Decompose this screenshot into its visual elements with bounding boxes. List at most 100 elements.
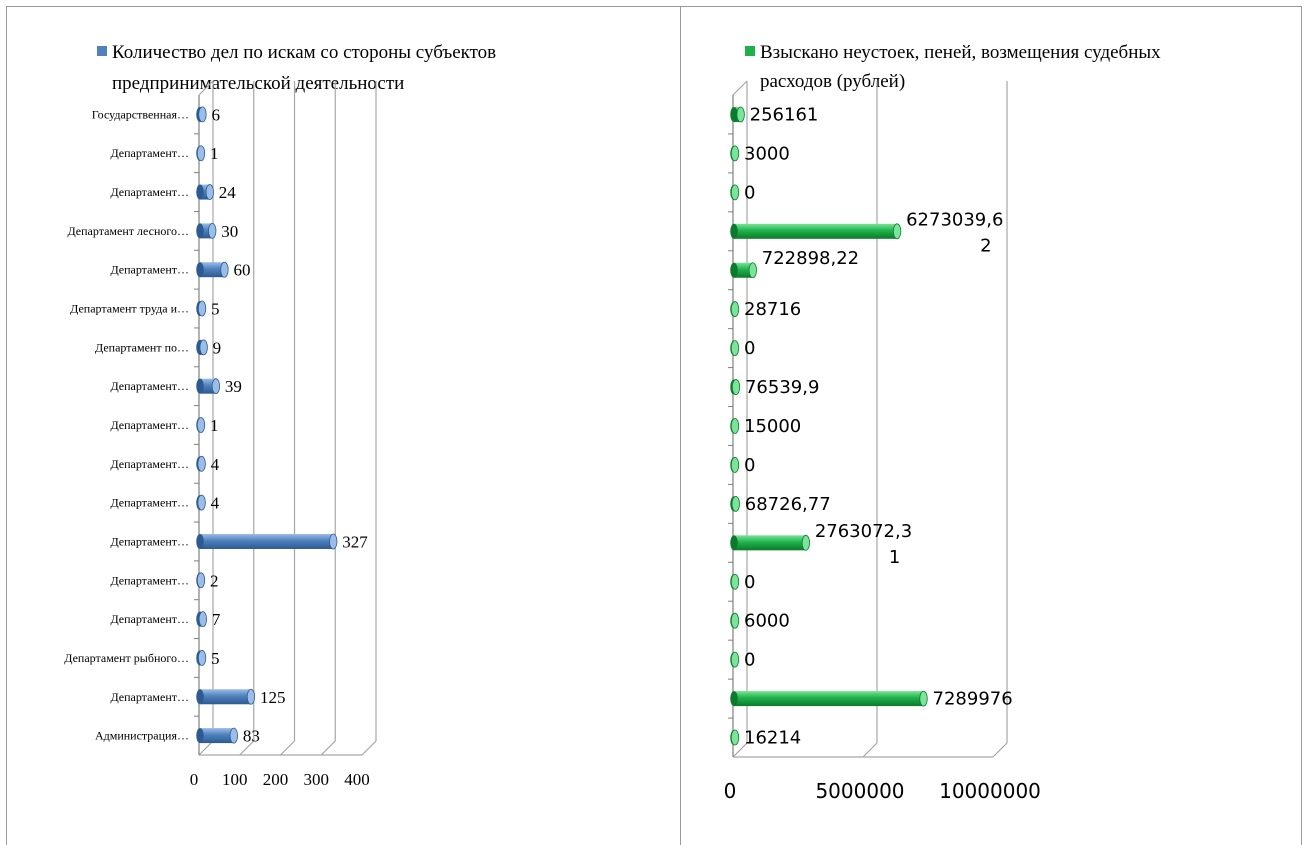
right-legend-label: Взыскано неустоек, пеней, возмещения суд… — [760, 42, 1165, 92]
bar — [196, 572, 206, 589]
bar — [730, 418, 740, 434]
bar-end-cap — [246, 688, 256, 705]
right-plot-area: 0 5000000 10000000 16214 7289976 0 6000 0 276307… — [724, 80, 1041, 803]
bar-end-cap — [208, 222, 217, 239]
data-label-line: 722898,22 — [762, 248, 859, 269]
bar-end-cap — [730, 573, 740, 590]
y-category-label: Департамент… — [110, 534, 189, 548]
bar-end-cap — [199, 339, 208, 356]
floor-gridline — [361, 740, 377, 756]
bar — [730, 457, 740, 473]
floor-gridline — [239, 740, 255, 756]
bar-left-cap — [196, 378, 204, 394]
data-label-line: 1 — [889, 547, 900, 568]
bar-left-cap — [730, 262, 738, 278]
bar-end-cap — [730, 301, 740, 318]
bar-end-cap — [730, 651, 740, 668]
data-label: 0 — [744, 650, 755, 671]
bar-body — [200, 184, 210, 200]
data-label: 256161 — [750, 104, 819, 125]
y-category-label: Департамент… — [110, 185, 189, 199]
x-tick-label: 100 — [222, 770, 248, 789]
bar — [196, 300, 207, 317]
data-label: 5 — [211, 300, 220, 319]
bar — [196, 455, 206, 472]
data-label: 6273039,6 2 — [906, 209, 1003, 256]
bar-left-cap — [196, 728, 204, 744]
bar — [196, 611, 208, 628]
left-legend-line-1: Количество дел по искам со стороны субъе… — [112, 42, 496, 63]
floor-gridline — [732, 742, 748, 758]
bar — [196, 261, 229, 278]
bar — [730, 651, 740, 668]
bar — [730, 340, 740, 357]
data-label: 3000 — [744, 143, 790, 164]
y-category-label: Департамент… — [110, 379, 189, 393]
x-tick-label: 0 — [724, 779, 737, 803]
bar-left-cap — [196, 533, 204, 549]
bar — [730, 612, 740, 629]
bar-body — [200, 533, 334, 549]
data-label: 0 — [744, 338, 755, 359]
bar-end-cap — [197, 650, 207, 666]
bar-left-cap — [730, 223, 738, 239]
x-tick-label: 200 — [263, 770, 289, 789]
bar-end-cap — [198, 611, 208, 628]
y-category-label: Департамент… — [110, 418, 189, 432]
bar-left-cap — [730, 691, 738, 707]
floor-gridline — [280, 740, 295, 756]
bar-end-cap — [892, 223, 902, 240]
bar-body — [200, 728, 234, 744]
data-label: 30 — [221, 222, 238, 241]
data-label: 68726,77 — [745, 494, 831, 515]
data-label: 76539,9 — [745, 377, 819, 398]
bar — [730, 729, 740, 746]
bar-end-cap — [211, 378, 221, 395]
bar — [730, 106, 745, 123]
bar-end-cap — [197, 494, 206, 511]
left-plot-area: 0 100 200 300 400 Администрация… 83 Департамент… — [64, 80, 377, 789]
left-legend-label: Количество дел по искам со стороны субъе… — [112, 42, 501, 94]
bar — [196, 184, 214, 200]
bar — [196, 688, 256, 705]
bar-left-cap — [196, 223, 204, 239]
data-label: 0 — [744, 182, 755, 203]
bar — [730, 184, 740, 201]
data-label: 1 — [210, 416, 219, 435]
bar-end-cap — [197, 455, 206, 472]
bar — [730, 301, 740, 318]
bar-body — [200, 689, 251, 705]
data-label: 28716 — [744, 299, 801, 320]
bar-end-cap — [196, 572, 206, 589]
bar — [196, 378, 221, 395]
data-label: 0 — [744, 572, 755, 593]
x-tick-label: 300 — [304, 770, 330, 789]
bar — [730, 223, 902, 240]
bar-end-cap — [730, 145, 740, 162]
bar-end-cap — [919, 690, 928, 707]
bar — [730, 495, 740, 512]
data-label: 327 — [342, 532, 368, 551]
panel-divider — [680, 6, 681, 845]
bar-end-cap — [801, 534, 810, 551]
bar-body — [734, 223, 898, 239]
bar-body — [734, 262, 753, 278]
data-label: 722898,22 — [762, 248, 859, 269]
left-legend-marker — [97, 46, 107, 56]
y-category-label: Департамент… — [110, 612, 189, 626]
data-label: 16214 — [744, 728, 801, 749]
floor-gridline — [992, 742, 1008, 758]
bar-end-cap — [730, 612, 740, 629]
data-label: 6000 — [744, 611, 790, 632]
data-label: 125 — [260, 688, 286, 707]
right-legend-line-2: расходов (рублей) — [760, 71, 905, 92]
bar-left-cap — [196, 184, 204, 200]
data-label-line: 2763072,3 — [815, 521, 912, 542]
bar-end-cap — [731, 379, 741, 395]
y-category-label: Департамент… — [110, 146, 189, 160]
wall-top-edge — [732, 80, 748, 96]
bar — [730, 534, 810, 551]
bar-end-cap — [730, 729, 740, 746]
data-label: 2763072,3 1 — [815, 521, 912, 568]
